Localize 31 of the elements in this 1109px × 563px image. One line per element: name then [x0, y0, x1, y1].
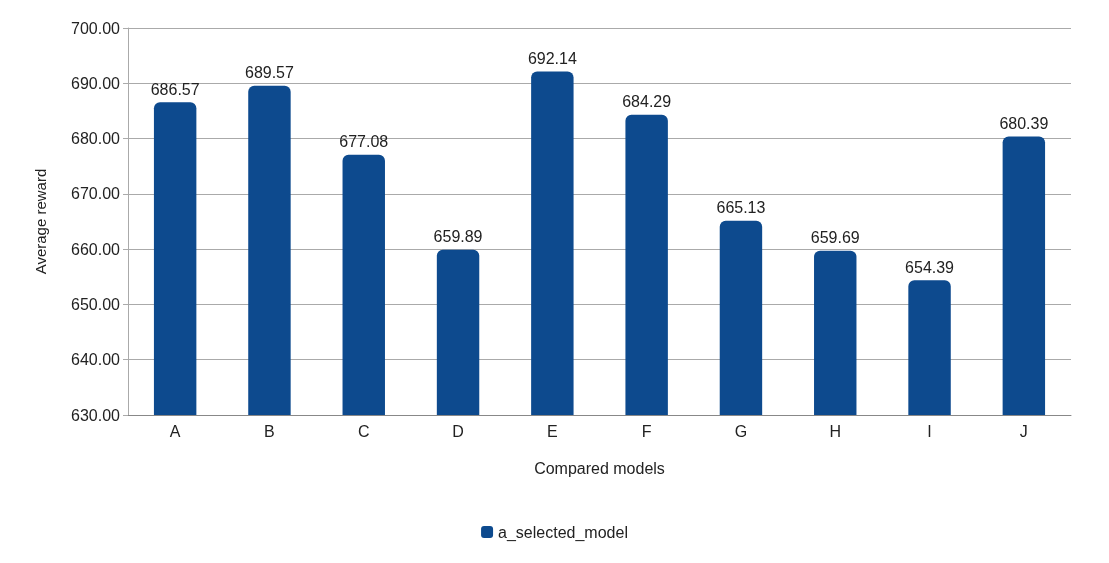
x-tick-label: F: [641, 422, 652, 440]
x-tick-label: C: [357, 422, 370, 440]
y-tick-label: 660.00: [71, 240, 121, 258]
x-tick-label: J: [1019, 422, 1028, 440]
y-tick-label: 700.00: [71, 19, 121, 37]
data-label: 692.14: [527, 49, 577, 67]
x-axis-title: Compared models: [534, 459, 665, 477]
data-label: 654.39: [905, 258, 955, 276]
data-label: 665.13: [716, 199, 766, 217]
x-tick-label: D: [452, 422, 464, 440]
data-label: 686.57: [150, 80, 200, 98]
x-tick-label: A: [169, 422, 181, 440]
x-tick-label: H: [829, 422, 842, 440]
data-label: 684.29: [622, 93, 672, 111]
y-tick-label: 680.00: [71, 130, 121, 148]
data-label: 659.69: [810, 229, 860, 247]
y-axis-title: Average reward: [32, 168, 49, 275]
x-tick-label: I: [927, 422, 932, 440]
y-tick-label: 640.00: [71, 351, 121, 369]
y-tick-label: 630.00: [71, 406, 121, 424]
y-tick-label: 690.00: [71, 74, 121, 92]
y-tick-label: 650.00: [71, 295, 121, 313]
y-tick-label: 670.00: [71, 185, 121, 203]
x-tick-label: E: [547, 422, 558, 440]
data-label: 659.89: [433, 228, 483, 246]
legend-label: a_selected_model: [498, 523, 628, 542]
x-tick-label: G: [734, 422, 748, 440]
data-label: 677.08: [339, 133, 389, 151]
data-label: 689.57: [244, 64, 295, 82]
data-label: 680.39: [999, 114, 1049, 132]
x-tick-label: B: [264, 422, 275, 440]
